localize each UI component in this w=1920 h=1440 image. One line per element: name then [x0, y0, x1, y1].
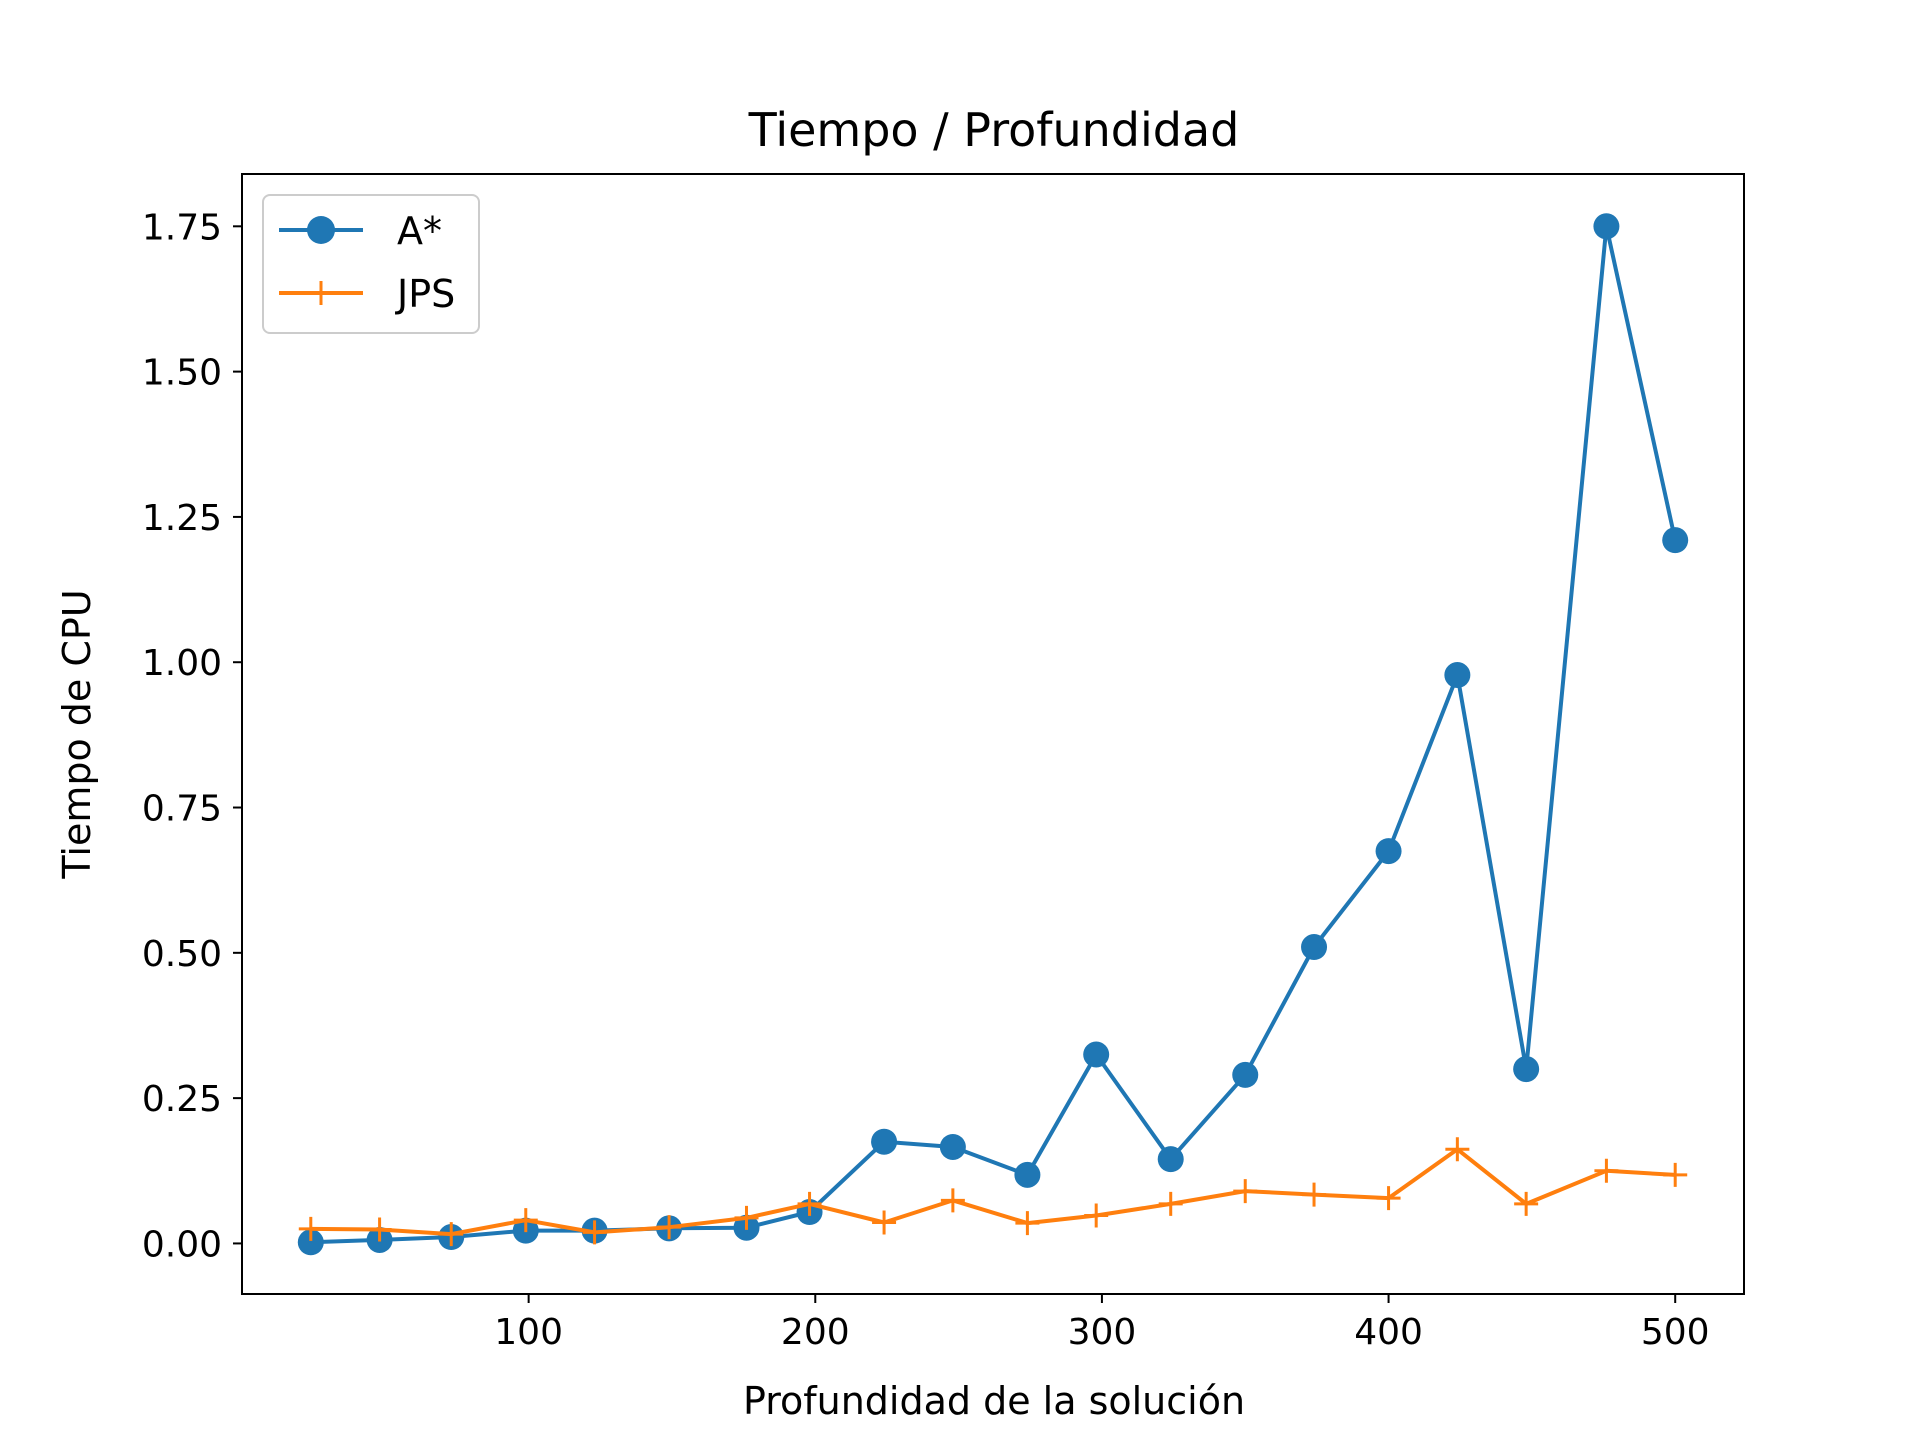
data-point-a-star [1083, 1042, 1109, 1068]
data-point-a-star [1158, 1146, 1184, 1172]
data-point-a-star [1593, 213, 1619, 239]
x-tick-label-400: 400 [1354, 1312, 1423, 1353]
data-point-a-star [1014, 1162, 1040, 1188]
y-tick-label-1.00: 1.00 [142, 643, 222, 684]
legend-label-a-star: A* [397, 209, 442, 253]
y-tick-label-1.75: 1.75 [142, 207, 222, 248]
legend-marker-a-star [307, 216, 335, 244]
x-tick-label-100: 100 [494, 1312, 563, 1353]
y-tick-label-1.25: 1.25 [142, 498, 222, 539]
y-tick-label-0.25: 0.25 [142, 1079, 222, 1120]
data-point-a-star [1513, 1056, 1539, 1082]
chart-title: Tiempo / Profundidad [748, 103, 1240, 157]
y-axis-label: Tiempo de CPU [55, 589, 99, 879]
data-point-a-star [871, 1129, 897, 1155]
data-point-a-star [1376, 838, 1402, 864]
y-tick-label-0.50: 0.50 [142, 934, 222, 975]
data-point-a-star [940, 1134, 966, 1160]
x-tick-label-200: 200 [781, 1312, 850, 1353]
x-axis-label: Profundidad de la solución [743, 1379, 1245, 1423]
x-tick-label-500: 500 [1641, 1312, 1710, 1353]
legend-label-jps: JPS [395, 272, 455, 316]
y-tick-label-0.00: 0.00 [142, 1224, 222, 1265]
data-point-a-star [1444, 662, 1470, 688]
data-point-a-star [1301, 934, 1327, 960]
x-tick-label-300: 300 [1068, 1312, 1137, 1353]
y-tick-label-0.75: 0.75 [142, 789, 222, 830]
y-tick-label-1.50: 1.50 [142, 353, 222, 394]
legend: A* JPS [263, 195, 479, 333]
data-point-a-star [1232, 1062, 1258, 1088]
data-point-a-star [1662, 527, 1688, 553]
